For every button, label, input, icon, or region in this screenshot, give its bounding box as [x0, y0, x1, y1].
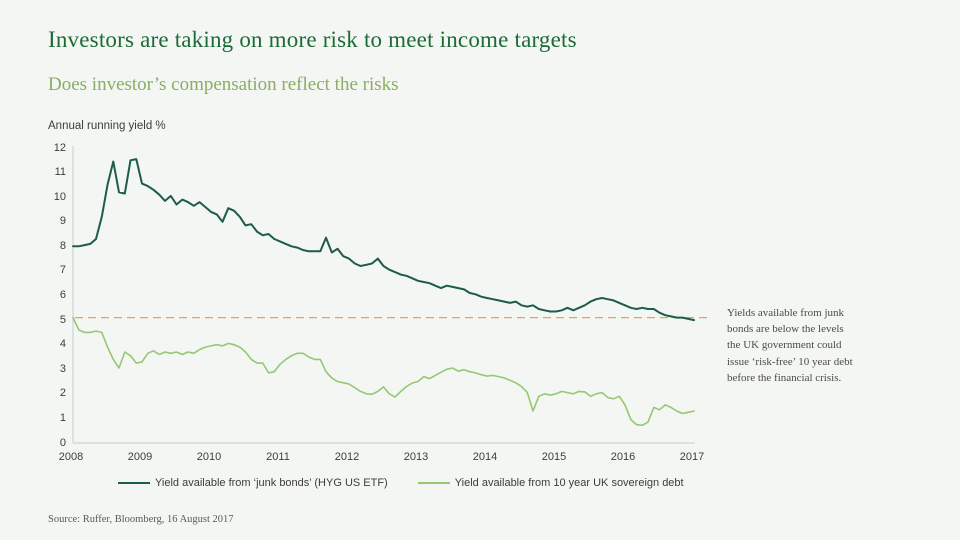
x-tick-label: 2013: [403, 451, 429, 463]
legend-label-junk-bonds: Yield available from ‘junk bonds’ (HYG U…: [155, 477, 388, 489]
x-tick-label: 2017: [679, 451, 705, 463]
y-tick-label: 9: [59, 215, 66, 228]
y-tick-label: 12: [53, 141, 66, 154]
y-tick-label: 5: [59, 313, 66, 326]
y-tick-label: 11: [54, 166, 66, 179]
y-tick-label: 1: [59, 411, 66, 424]
x-tick-label: 2011: [266, 451, 290, 463]
x-tick-label: 2015: [541, 451, 567, 463]
junk-bonds-line: [72, 158, 695, 322]
y-tick-label: 7: [59, 264, 66, 277]
annotation-text: Yields available from junk bonds are bel…: [727, 307, 853, 384]
x-tick-label: 2008: [58, 451, 84, 463]
y-tick-label: 0: [59, 436, 66, 449]
legend-item-uk-sovereign: Yield available from 10 year UK sovereig…: [417, 477, 684, 489]
y-tick-label: 2: [59, 387, 66, 400]
y-tick-label: 10: [53, 190, 66, 203]
junk-bonds-line-swatch: [118, 482, 150, 484]
page-title: Investors are taking on more risk to mee…: [48, 27, 577, 52]
chart-legend: Yield available from ‘junk bonds’ (HYG U…: [118, 477, 684, 489]
y-tick-label: 6: [59, 289, 66, 301]
y-tick-label: 4: [59, 338, 66, 351]
y-tick-label: 8: [59, 239, 66, 252]
x-tick-label: 2010: [196, 451, 222, 463]
chart-axis-title: Annual running yield %: [48, 120, 166, 132]
source-text: Source: Ruffer, Bloomberg, 16 August 201…: [48, 514, 234, 525]
x-tick-label: 2016: [610, 451, 636, 463]
legend-label-uk-sovereign: Yield available from 10 year UK sovereig…: [454, 477, 684, 489]
y-tick-label: 3: [59, 362, 66, 375]
x-tick-label: 2009: [127, 451, 153, 463]
x-tick-label: 2012: [334, 451, 360, 463]
x-tick-label: 2014: [472, 451, 498, 463]
legend-item-junk-bonds: Yield available from ‘junk bonds’ (HYG U…: [118, 477, 388, 489]
uk-sovereign-line-swatch: [417, 482, 450, 484]
uk-sovereign-line: [72, 316, 695, 427]
page-subtitle: Does investor’s compensation reflect the…: [48, 74, 399, 95]
